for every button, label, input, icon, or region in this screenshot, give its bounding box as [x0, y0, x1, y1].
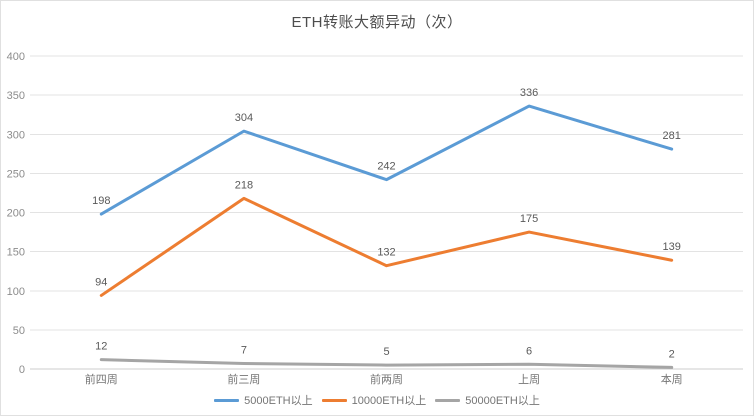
legend-swatch	[321, 398, 347, 402]
y-tick-label: 100	[7, 286, 25, 298]
chart-title: ETH转账大额异动（次）	[291, 14, 463, 31]
y-tick-label: 400	[7, 51, 25, 63]
legend-item-5000ETH以上[interactable]: 5000ETH以上	[214, 392, 313, 408]
legend-swatch	[214, 398, 240, 402]
legend-label: 5000ETH以上	[244, 395, 313, 407]
data-label: 2	[669, 348, 675, 360]
data-label: 242	[377, 161, 395, 173]
y-tick-label: 200	[7, 208, 25, 220]
data-label: 336	[520, 87, 538, 99]
y-tick-label: 0	[19, 364, 25, 376]
series-line-10000ETH以上	[99, 196, 674, 297]
series-line-50000ETH以上	[99, 358, 674, 369]
legend-label: 50000ETH以上	[465, 395, 540, 407]
data-label: 6	[526, 345, 532, 357]
y-tick-label: 50	[13, 325, 25, 337]
legend-label: 10000ETH以上	[351, 395, 427, 407]
data-label: 198	[92, 195, 110, 207]
x-tick-label: 上周	[518, 373, 540, 386]
data-label: 281	[663, 130, 681, 142]
x-tick-label: 前四周	[85, 372, 118, 386]
data-label: 175	[520, 213, 538, 225]
data-label: 139	[663, 241, 681, 253]
data-label: 5	[383, 346, 389, 358]
data-label: 218	[235, 179, 253, 191]
x-tick-label: 前两周	[370, 372, 403, 386]
y-tick-label: 300	[7, 129, 25, 141]
series-line-5000ETH以上	[99, 104, 674, 216]
legend: 5000ETH以上 10000ETH以上 50000ETH以上	[1, 392, 753, 408]
legend-item-10000ETH以上[interactable]: 10000ETH以上	[321, 392, 427, 408]
data-label: 7	[241, 345, 247, 357]
y-tick-label: 250	[7, 168, 25, 180]
data-label: 12	[95, 341, 107, 353]
legend-item-50000ETH以上[interactable]: 50000ETH以上	[435, 392, 540, 408]
data-label: 132	[377, 247, 395, 259]
data-label: 94	[95, 276, 107, 288]
data-label: 304	[235, 112, 253, 124]
y-tick-label: 350	[7, 90, 25, 102]
x-tick-label: 前三周	[227, 372, 260, 386]
y-tick-label: 150	[7, 247, 25, 259]
x-tick-label: 本周	[661, 372, 683, 386]
legend-swatch	[435, 398, 461, 402]
